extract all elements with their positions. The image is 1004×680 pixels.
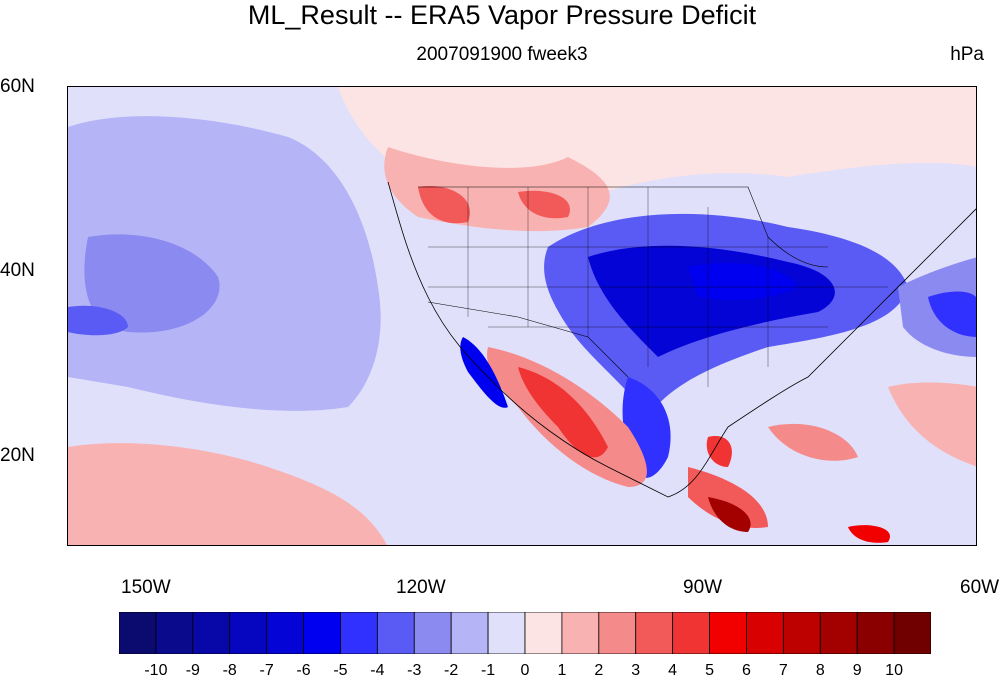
colorbar-tick-label: 5 [705,662,714,679]
colorbar-tick-label: -7 [259,662,274,679]
colorbar-tick-label: -4 [370,662,385,679]
colorbar-tick-label: -3 [407,662,422,679]
lat-label-20n: 20N [0,445,35,466]
state-borders [428,187,888,387]
colorbar-tick-label: -6 [296,662,311,679]
colorbar-swatch [782,612,821,654]
colorbar-swatch [192,612,231,654]
colorbar-tick-label: 7 [778,662,788,679]
atlantic-strong-negative [928,291,976,337]
colorbar-tick-label: -1 [480,662,496,679]
colorbar-swatch [229,612,268,654]
colorbar-swatch [709,612,747,654]
colorbar-swatch [155,612,194,654]
colorbar-swatch [893,612,931,654]
central-america-positive [688,467,768,528]
map-panel [67,86,977,546]
montana-hot-spot [518,190,570,219]
colorbar-tick-label: 3 [631,662,641,679]
southern-pacific-positive [68,443,387,545]
colorbar-tick-label: -8 [222,662,237,679]
chart-title: ML_Result -- ERA5 Vapor Pressure Deficit [247,0,757,30]
lon-label-90w: 90W [683,577,723,598]
colorbar-tick-label: 1 [557,662,567,679]
colorbar-tick-label: 4 [668,662,678,679]
colorbar-tick-label: -10 [144,662,168,679]
colorbar-swatch [266,612,304,654]
lon-label-120w: 120W [396,577,446,598]
colorbar-swatch [524,612,563,654]
chart-subtitle: 2007091900 fweek3 [416,44,588,65]
caribbean-positive-region [768,423,858,461]
gulf-positive-patch [706,436,732,467]
us-canada-border [418,186,829,268]
colorbar-tick-label: -2 [444,662,459,679]
mexico-strong-positive [518,367,608,458]
atlantic-positive-region [888,382,976,467]
colorbar-swatch [376,612,415,654]
pacific-strong-patch [68,305,128,336]
colorbar-swatch [450,612,489,654]
colorbar-tick-label: 8 [815,662,825,679]
lon-label-150w: 150W [121,577,171,598]
midwest-peak-negative [688,263,798,300]
colorbar-tick-label: -5 [333,662,348,679]
southern-edge-hot-spot [848,525,890,543]
colorbar-tick-label: -9 [185,662,200,679]
colorbar-swatch [819,612,858,654]
pacific-negative-region [68,116,381,411]
colorbar-swatch [303,612,341,654]
colorbar-swatch [635,612,674,654]
lat-label-40n: 40N [0,260,35,281]
units-label: hPa [950,44,984,65]
lon-label-60w: 60W [960,577,1000,598]
colorbar-tick-label: 2 [594,662,604,679]
northwest-hot-spot [418,186,470,224]
central-america-peak [708,497,751,532]
vpd-field-map [68,87,976,545]
colorbar-swatch [598,612,637,654]
colorbar-tick-label: 10 [885,662,903,679]
colorbar-tick-label: 6 [742,662,751,679]
colorbar-swatch [340,612,378,654]
colorbar-swatch [119,612,157,654]
colorbar-swatch [746,612,784,654]
colorbar-swatch [561,612,600,654]
pacific-core-region [84,234,220,333]
colorbar-swatch [856,612,895,654]
colorbar-swatch [413,612,452,654]
colorbar-swatch [672,612,710,654]
coastline [387,181,976,498]
colorbar-tick-label: 0 [520,662,530,679]
colorbar-tick-label: 9 [852,662,862,679]
colorbar [119,612,931,654]
lat-label-60n: 60N [0,76,35,97]
colorbar-swatch [487,612,526,654]
